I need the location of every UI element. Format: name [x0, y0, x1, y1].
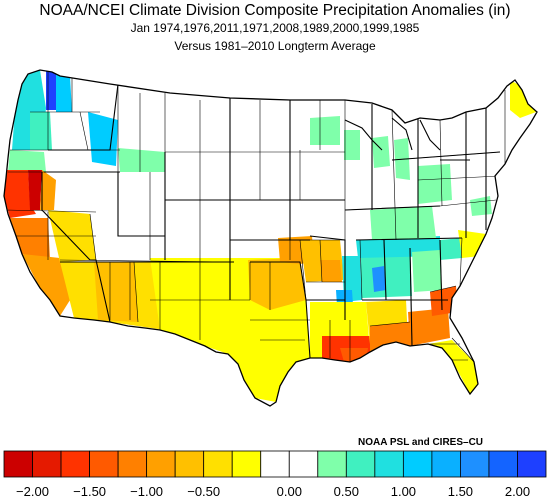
- baseline-note: Versus 1981–2010 Longterm Average: [174, 39, 376, 53]
- region-ga-coast: [408, 308, 450, 346]
- region-mt-west: [118, 148, 165, 172]
- credit-label: NOAA PSL and CIRES–CU: [358, 437, 484, 448]
- colorbar-swatch: [3, 450, 33, 478]
- colorbar-swatch: [174, 450, 205, 478]
- colorbar-swatch: [203, 450, 233, 478]
- region-al-north: [360, 248, 412, 298]
- colorbar-tick-label: −1.50: [73, 484, 107, 499]
- colorbar-swatch: [117, 450, 148, 478]
- region-nc-west: [440, 238, 462, 260]
- region-mi-low: [372, 136, 390, 168]
- region-oh-valley: [418, 164, 452, 204]
- region-or-central: [30, 112, 52, 150]
- region-or-west: [8, 150, 46, 172]
- colorbar-swatch: [146, 450, 176, 478]
- colorbar-swatch: [345, 450, 376, 478]
- colorbar: [3, 450, 547, 478]
- colorbar-swatch: [32, 450, 62, 478]
- great-lakes-shore: [344, 117, 470, 161]
- colorbar-tick-label: −2.00: [16, 484, 49, 499]
- colorbar-swatch: [488, 450, 518, 478]
- region-nv-north: [40, 170, 56, 210]
- colorbar-swatch: [89, 450, 119, 478]
- region-ky: [370, 206, 436, 240]
- colorbar-swatch: [260, 450, 290, 478]
- region-fl-peninsula: [428, 340, 478, 394]
- region-tn-center: [372, 266, 386, 292]
- colorbar-swatch: [288, 450, 319, 478]
- map-title: NOAA/NCEI Climate Division Composite Pre…: [39, 2, 511, 19]
- region-ca-south: [22, 254, 70, 316]
- region-nd: [310, 116, 340, 145]
- colorbar-tick-label: 1.00: [390, 484, 417, 499]
- colorbar-swatch: [317, 450, 347, 478]
- region-me-north: [510, 80, 536, 118]
- colorbar-tick-label: 0.50: [333, 484, 359, 499]
- colorbar-swatch: [517, 450, 547, 478]
- region-tx-east: [248, 258, 306, 310]
- region-wa-east: [56, 72, 72, 112]
- region-ar-ne: [320, 260, 342, 282]
- colorbar-tick-label: 1.50: [447, 484, 474, 499]
- colorbar-tick-label: −0.50: [187, 484, 221, 499]
- state-boundaries: [41, 83, 501, 359]
- colorbar-swatch: [402, 450, 433, 478]
- region-id-north: [88, 112, 118, 166]
- region-ga-ne: [412, 250, 442, 292]
- colorbar-tick-label: 0.00: [276, 484, 302, 499]
- region-fl-panhandle: [370, 322, 412, 352]
- region-mi-up: [344, 130, 360, 160]
- region-nc-east: [458, 230, 486, 258]
- colorbar-swatch: [231, 450, 262, 478]
- region-ca-north-coast: [4, 170, 36, 218]
- colorbar-swatch: [374, 450, 404, 478]
- colorbar-swatch: [460, 450, 490, 478]
- colorbar-swatch: [60, 450, 90, 478]
- region-ca-sierra: [28, 170, 42, 210]
- region-ca-central: [10, 218, 50, 260]
- colorbar-swatch: [431, 450, 461, 478]
- region-wa-cascades: [46, 70, 56, 110]
- region-az-central: [94, 262, 138, 322]
- us-precipitation-map: [3, 69, 538, 407]
- map-subtitle: Jan 1974,1976,2011,1971,2008,1989,2000,1…: [130, 21, 420, 35]
- colorbar-tick-label: −1.00: [130, 484, 164, 499]
- colorbar-tick-label: 2.00: [504, 484, 531, 499]
